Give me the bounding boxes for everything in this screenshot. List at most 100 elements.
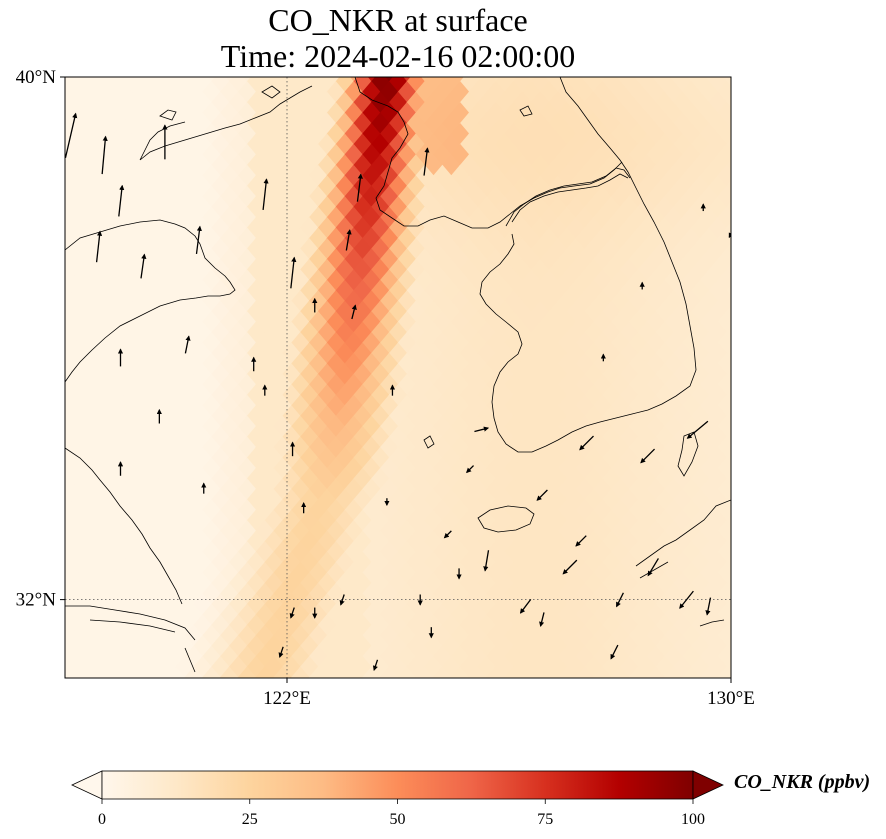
field-cell bbox=[86, 196, 106, 220]
field-cell bbox=[583, 447, 604, 471]
field-cell bbox=[627, 81, 648, 105]
field-cell bbox=[672, 384, 692, 408]
field-cell bbox=[592, 290, 613, 314]
field-cell bbox=[370, 405, 391, 429]
field-cell bbox=[494, 593, 515, 617]
field-cell bbox=[610, 624, 630, 648]
wind-arrow bbox=[65, 112, 78, 159]
field-cell bbox=[157, 77, 177, 94]
field-cell bbox=[334, 447, 355, 471]
field-cell bbox=[65, 227, 80, 251]
field-cell bbox=[627, 206, 648, 230]
field-cell bbox=[255, 206, 275, 230]
field-cell bbox=[619, 426, 639, 450]
field-cell bbox=[139, 321, 160, 345]
field-cell bbox=[716, 164, 731, 188]
field-cell bbox=[645, 102, 666, 126]
field-cell bbox=[272, 666, 293, 678]
field-cell bbox=[77, 122, 97, 146]
field-cell bbox=[210, 321, 231, 345]
field-cell bbox=[263, 467, 284, 491]
field-cell bbox=[86, 77, 106, 94]
wind-arrow bbox=[351, 304, 357, 320]
field-cell bbox=[601, 196, 621, 220]
field-cell bbox=[565, 300, 586, 324]
field-cell bbox=[175, 342, 195, 366]
field-cell bbox=[548, 258, 568, 282]
field-cell bbox=[610, 603, 630, 627]
field-cell bbox=[636, 488, 657, 512]
field-cell bbox=[237, 457, 257, 481]
field-cell bbox=[130, 541, 151, 565]
field-cell bbox=[601, 342, 621, 366]
field-cell bbox=[317, 133, 337, 157]
field-cell bbox=[645, 436, 666, 460]
field-cell bbox=[148, 332, 169, 356]
field-cell bbox=[317, 196, 337, 220]
field-cell bbox=[565, 237, 586, 261]
field-cell bbox=[592, 81, 613, 105]
field-cell bbox=[246, 593, 266, 617]
islands bbox=[159, 85, 533, 449]
field-cell bbox=[68, 133, 89, 157]
field-cell bbox=[672, 258, 692, 282]
field-cell bbox=[210, 258, 231, 282]
field-cell bbox=[548, 196, 568, 220]
field-cell bbox=[317, 384, 337, 408]
field-cell bbox=[627, 415, 648, 439]
field-cell bbox=[192, 258, 213, 282]
field-cell bbox=[485, 185, 506, 209]
field-cell bbox=[228, 593, 248, 617]
field-cell bbox=[627, 269, 648, 293]
wind-arrow bbox=[483, 550, 490, 572]
field-cell bbox=[699, 666, 719, 678]
field-cell bbox=[592, 185, 613, 209]
field-cell bbox=[565, 77, 586, 94]
field-cell bbox=[246, 405, 266, 429]
field-cell bbox=[370, 321, 391, 345]
field-cell bbox=[65, 122, 80, 146]
wind-arrow bbox=[372, 659, 379, 672]
field-cell bbox=[601, 405, 621, 429]
field-cell bbox=[663, 206, 684, 230]
field-cell bbox=[601, 112, 621, 136]
field-cell bbox=[397, 541, 417, 565]
field-cell bbox=[592, 143, 613, 167]
field-cell bbox=[441, 467, 462, 491]
field-cell bbox=[397, 666, 417, 678]
field-cell bbox=[157, 447, 177, 471]
field-cell bbox=[663, 541, 684, 565]
field-cell bbox=[441, 405, 462, 429]
field-cell bbox=[210, 447, 231, 471]
field-cell bbox=[592, 122, 613, 146]
field-cell bbox=[104, 196, 124, 220]
field-cell bbox=[619, 258, 639, 282]
field-cell bbox=[397, 394, 417, 418]
field-cell bbox=[574, 645, 595, 669]
field-cell bbox=[263, 279, 284, 303]
field-cell bbox=[548, 467, 568, 491]
field-cell bbox=[441, 447, 462, 471]
field-cell bbox=[166, 185, 186, 209]
field-cell bbox=[548, 447, 568, 471]
field-cell bbox=[68, 447, 89, 471]
field-cell bbox=[556, 457, 577, 481]
wind-arrow bbox=[278, 646, 284, 658]
field-cell bbox=[592, 373, 613, 397]
field-cell bbox=[263, 447, 284, 471]
field-cell bbox=[583, 467, 604, 491]
field-cell bbox=[104, 405, 124, 429]
field-cell bbox=[627, 666, 648, 678]
field-cell bbox=[610, 227, 630, 251]
field-cell bbox=[610, 290, 630, 314]
field-cell bbox=[654, 217, 675, 241]
field-cell bbox=[494, 342, 515, 366]
field-cell bbox=[121, 467, 142, 491]
field-cell bbox=[610, 81, 630, 105]
field-cell bbox=[86, 593, 106, 617]
field-cell bbox=[104, 77, 124, 94]
field-cell bbox=[379, 394, 399, 418]
field-cell bbox=[219, 185, 240, 209]
field-cell bbox=[210, 467, 231, 491]
field-cell bbox=[77, 666, 97, 678]
